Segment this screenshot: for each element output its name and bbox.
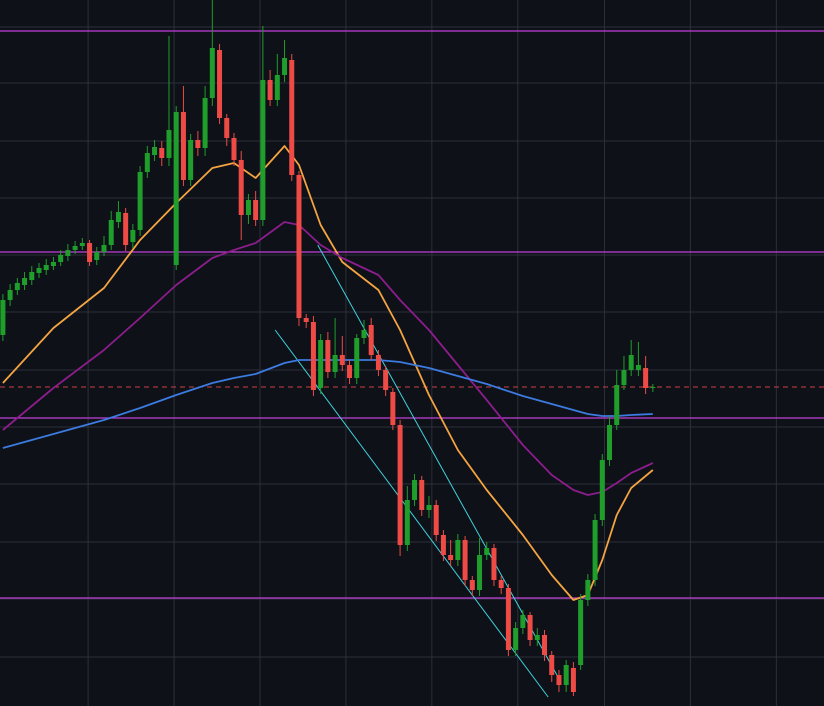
candle-body <box>166 130 172 158</box>
candle-body <box>29 272 35 280</box>
candle-body <box>209 48 215 98</box>
candle-body <box>159 148 165 158</box>
candle-body <box>643 368 649 388</box>
candle-body <box>563 665 569 685</box>
candle-body <box>339 355 345 365</box>
candle-body <box>607 425 613 460</box>
candle-body <box>361 330 367 338</box>
candle-body <box>310 322 316 390</box>
candle-body <box>22 278 28 285</box>
candle-body <box>224 118 230 138</box>
candle-body <box>462 540 468 580</box>
candle-body <box>231 138 237 160</box>
candle-body <box>614 385 620 425</box>
candle-body <box>267 80 273 100</box>
candle-body <box>534 635 540 640</box>
candle-body <box>188 140 194 180</box>
candle-body <box>635 365 641 370</box>
candle-body <box>426 505 432 510</box>
candle-body <box>368 325 374 355</box>
candle-body <box>491 548 497 580</box>
candle-body <box>469 580 475 590</box>
candle-body <box>296 175 302 318</box>
candle-body <box>621 370 627 385</box>
candle-body <box>274 75 280 100</box>
candle-body <box>65 250 71 256</box>
candle-body <box>152 147 158 155</box>
candle-body <box>505 588 511 650</box>
candle-body <box>245 200 251 215</box>
candle-body <box>289 60 295 175</box>
candle-body <box>14 283 20 290</box>
moving-average-line <box>2 221 654 496</box>
candle-body <box>195 140 201 148</box>
candle-body <box>628 355 634 370</box>
candle-body <box>7 290 13 300</box>
candle-body <box>412 480 418 500</box>
candle-body <box>87 243 93 262</box>
candle-body <box>50 262 56 266</box>
candle-body <box>448 555 454 560</box>
candle-body <box>542 635 548 655</box>
candle-body <box>0 300 6 335</box>
candle-body <box>318 340 324 388</box>
candle-body <box>238 160 244 215</box>
candle-body <box>570 668 576 692</box>
candle-body <box>477 555 483 590</box>
candle-body <box>513 628 519 650</box>
candle-body <box>592 520 598 580</box>
candle-body <box>108 220 114 245</box>
candle-body <box>94 252 100 260</box>
candle-body <box>556 675 562 685</box>
candle-body <box>484 548 490 555</box>
candle-body <box>520 615 526 628</box>
candle-body <box>123 213 129 245</box>
candle-body <box>325 340 331 372</box>
candle-body <box>137 172 143 230</box>
candle-body <box>282 58 288 75</box>
candle-body <box>585 580 591 600</box>
candle-body <box>354 338 360 378</box>
candle-body <box>173 112 179 265</box>
candle-body <box>527 615 533 640</box>
candle-body <box>433 505 439 535</box>
candle-body <box>347 365 353 378</box>
candle-body <box>332 355 338 372</box>
candle-body <box>130 230 136 242</box>
candle-body <box>375 355 381 370</box>
candle-body <box>397 425 403 545</box>
candle-body <box>79 243 85 246</box>
candle-body <box>390 392 396 425</box>
candle-body <box>115 212 121 222</box>
candle-body <box>599 460 605 520</box>
candle-body <box>303 318 309 322</box>
candle-body <box>419 480 425 510</box>
candle-body <box>440 535 446 555</box>
candle-body <box>36 268 42 273</box>
candle-body <box>58 255 64 262</box>
candle-body <box>253 200 259 220</box>
candle-body <box>180 112 186 180</box>
candle-body <box>404 500 410 545</box>
candle-body <box>217 50 223 118</box>
candle-body <box>260 80 266 220</box>
candle-body <box>383 370 389 390</box>
candle-body <box>101 245 107 252</box>
candle-body <box>578 600 584 665</box>
candle-body <box>650 387 656 388</box>
candle-body <box>144 153 150 172</box>
candle-body <box>549 655 555 675</box>
candle-body <box>202 98 208 148</box>
candle-body <box>498 580 504 588</box>
candle-body <box>43 265 49 270</box>
candle-body <box>455 540 461 560</box>
candle-body <box>72 246 78 250</box>
trendline <box>317 244 561 681</box>
